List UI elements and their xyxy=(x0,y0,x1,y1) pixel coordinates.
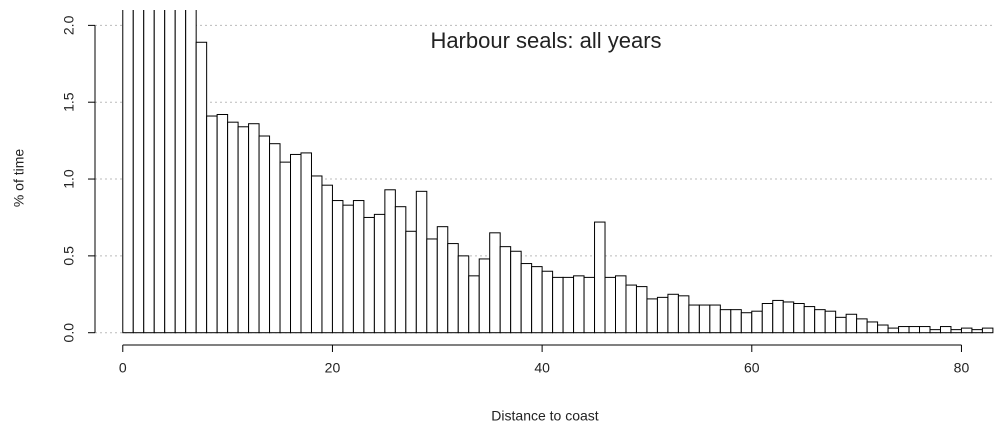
x-tick-label: 0 xyxy=(119,360,127,376)
bar xyxy=(981,327,994,334)
bar xyxy=(310,175,323,334)
bar xyxy=(877,324,889,334)
bar xyxy=(290,153,302,334)
bar xyxy=(845,313,858,334)
bar xyxy=(258,135,271,334)
bar xyxy=(803,306,816,334)
y-tick-label: 0.5 xyxy=(61,246,77,266)
bar xyxy=(960,327,973,334)
bar xyxy=(122,10,134,334)
bar xyxy=(793,303,805,334)
bar xyxy=(772,299,784,334)
bar xyxy=(677,295,690,334)
x-axis-label: Distance to coast xyxy=(491,408,598,424)
bar xyxy=(939,326,952,334)
bar xyxy=(457,255,470,334)
y-axis-label: % of time xyxy=(11,149,27,208)
bar xyxy=(269,143,281,334)
bar xyxy=(352,200,365,334)
bar xyxy=(415,190,428,334)
bar xyxy=(331,200,344,334)
bar xyxy=(342,204,354,334)
bar xyxy=(426,238,438,334)
bar xyxy=(719,309,732,334)
bar xyxy=(751,310,763,334)
bar xyxy=(646,298,658,334)
bar xyxy=(856,318,868,334)
bar xyxy=(740,312,753,334)
bar xyxy=(552,276,564,334)
bar xyxy=(436,226,449,334)
bar xyxy=(698,304,711,334)
bar xyxy=(520,263,533,334)
x-tick-label: 60 xyxy=(744,360,760,376)
bar xyxy=(908,326,921,334)
bar xyxy=(185,10,197,334)
bar xyxy=(248,123,260,334)
bar xyxy=(761,303,774,334)
bar xyxy=(394,206,407,334)
bar xyxy=(656,296,669,334)
bar xyxy=(468,275,480,334)
bar xyxy=(384,189,396,334)
bar xyxy=(562,276,575,334)
bar xyxy=(541,270,554,334)
x-tick-label: 80 xyxy=(954,360,970,376)
bar xyxy=(132,10,145,334)
bar xyxy=(667,293,679,334)
bar xyxy=(373,213,386,334)
bar xyxy=(195,41,208,334)
bar xyxy=(950,329,962,334)
bar xyxy=(604,276,617,334)
bar xyxy=(237,126,250,334)
bar xyxy=(898,326,910,334)
bar xyxy=(153,10,166,334)
bar xyxy=(583,276,596,334)
bar xyxy=(573,275,585,334)
bar xyxy=(709,304,721,334)
bar xyxy=(164,10,176,334)
bar xyxy=(489,232,501,334)
bar xyxy=(363,216,375,334)
y-tick-label: 0.0 xyxy=(61,323,77,343)
bar xyxy=(499,246,512,334)
bar xyxy=(929,329,941,334)
y-tick-label: 1.0 xyxy=(61,169,77,189)
bar xyxy=(919,326,931,334)
bars xyxy=(122,10,994,334)
bar xyxy=(688,304,700,334)
x-tick-label: 20 xyxy=(325,360,341,376)
chart-title: Harbour seals: all years xyxy=(430,28,661,53)
bar xyxy=(887,327,900,334)
x-tick-label: 40 xyxy=(534,360,550,376)
bar xyxy=(635,286,648,334)
bar xyxy=(206,115,218,334)
bar xyxy=(321,184,333,334)
y-tick-label: 2.0 xyxy=(61,15,77,35)
bar xyxy=(615,275,627,334)
bar xyxy=(510,250,522,334)
bar xyxy=(835,316,847,334)
bar xyxy=(174,10,187,334)
bar xyxy=(279,161,292,334)
bar xyxy=(447,243,459,334)
bar xyxy=(405,230,417,334)
bar xyxy=(866,321,879,334)
bar xyxy=(730,309,742,334)
bar xyxy=(971,329,983,334)
bar xyxy=(478,258,491,334)
bar xyxy=(824,310,837,334)
bar xyxy=(227,121,239,334)
bar xyxy=(216,113,229,334)
y-tick-label: 1.5 xyxy=(61,92,77,112)
bar xyxy=(531,266,543,334)
bar xyxy=(300,152,312,334)
bar xyxy=(782,301,795,334)
bar xyxy=(625,284,637,334)
bar xyxy=(814,309,826,334)
bar xyxy=(594,221,606,334)
bar xyxy=(143,10,155,334)
